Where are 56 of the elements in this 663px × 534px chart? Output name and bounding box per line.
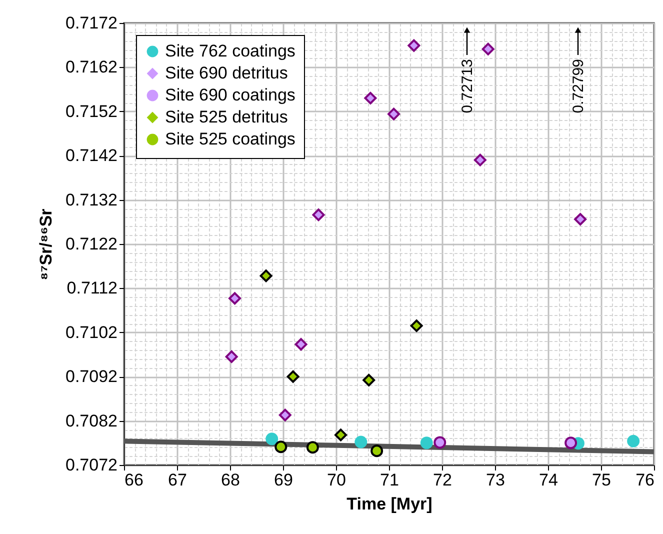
x-tick-label: 76	[636, 470, 654, 490]
annotation: 0.72799	[570, 59, 587, 114]
point	[334, 428, 348, 442]
y-tick-label: 0.7162	[66, 58, 118, 77]
point	[294, 338, 308, 351]
x-tick-label: 69	[274, 470, 293, 490]
x-tick-label: 67	[168, 470, 187, 490]
y-tick-label: 0.7092	[66, 367, 118, 386]
x-tick-label: 74	[539, 470, 558, 490]
x-tick-label: 73	[486, 470, 505, 490]
point	[388, 108, 400, 120]
y-tick-label: 0.7142	[66, 146, 118, 166]
x-axis-title: Time [Myr]	[346, 494, 432, 514]
y-tick-label: 0.7132	[66, 190, 118, 210]
x-tick-label: 72	[433, 470, 452, 490]
point	[225, 350, 238, 363]
legend-label: Site 525 detritus	[165, 108, 288, 126]
point	[354, 436, 368, 448]
point	[627, 434, 640, 448]
point	[228, 292, 242, 305]
y-tick-label: 0.7122	[66, 234, 118, 254]
x-tick-label: 66	[124, 470, 144, 490]
point	[408, 39, 420, 52]
point	[482, 42, 494, 56]
point	[474, 154, 486, 166]
y-tick-label: 0.7152	[66, 102, 118, 121]
point	[410, 320, 423, 332]
point	[274, 440, 288, 454]
x-tick-label: 68	[221, 470, 240, 490]
point	[574, 213, 587, 226]
y-tick-label: 0.7082	[66, 411, 118, 430]
x-tick-label: 75	[592, 470, 611, 490]
y-tick-label: 0.7072	[66, 456, 118, 474]
x-tick-label: 70	[327, 470, 346, 490]
point	[364, 92, 377, 104]
y-axis-title: ⁸⁷Sr/⁸⁶Sr	[36, 208, 56, 280]
y-tick-label: 0.7172	[66, 14, 118, 32]
legend-label: Site 690 detritus	[165, 64, 288, 82]
point	[420, 436, 433, 450]
point	[564, 436, 578, 450]
x-tick-label: 71	[380, 470, 399, 490]
point	[312, 208, 325, 222]
y-tick-label: 0.7112	[66, 278, 118, 298]
point	[266, 432, 278, 446]
point	[362, 374, 376, 386]
point	[278, 408, 292, 422]
legend-label: Site 762 coatings	[165, 42, 296, 60]
point	[434, 436, 446, 449]
y-tick-label: 0.7102	[66, 322, 118, 342]
point	[306, 441, 319, 454]
point	[370, 444, 384, 458]
legend-label: Site 525 coatings	[165, 130, 296, 148]
point	[260, 270, 272, 282]
legend-label: Site 690 coatings	[165, 86, 296, 104]
point	[286, 370, 300, 383]
annotation: 0.72713	[459, 59, 476, 114]
